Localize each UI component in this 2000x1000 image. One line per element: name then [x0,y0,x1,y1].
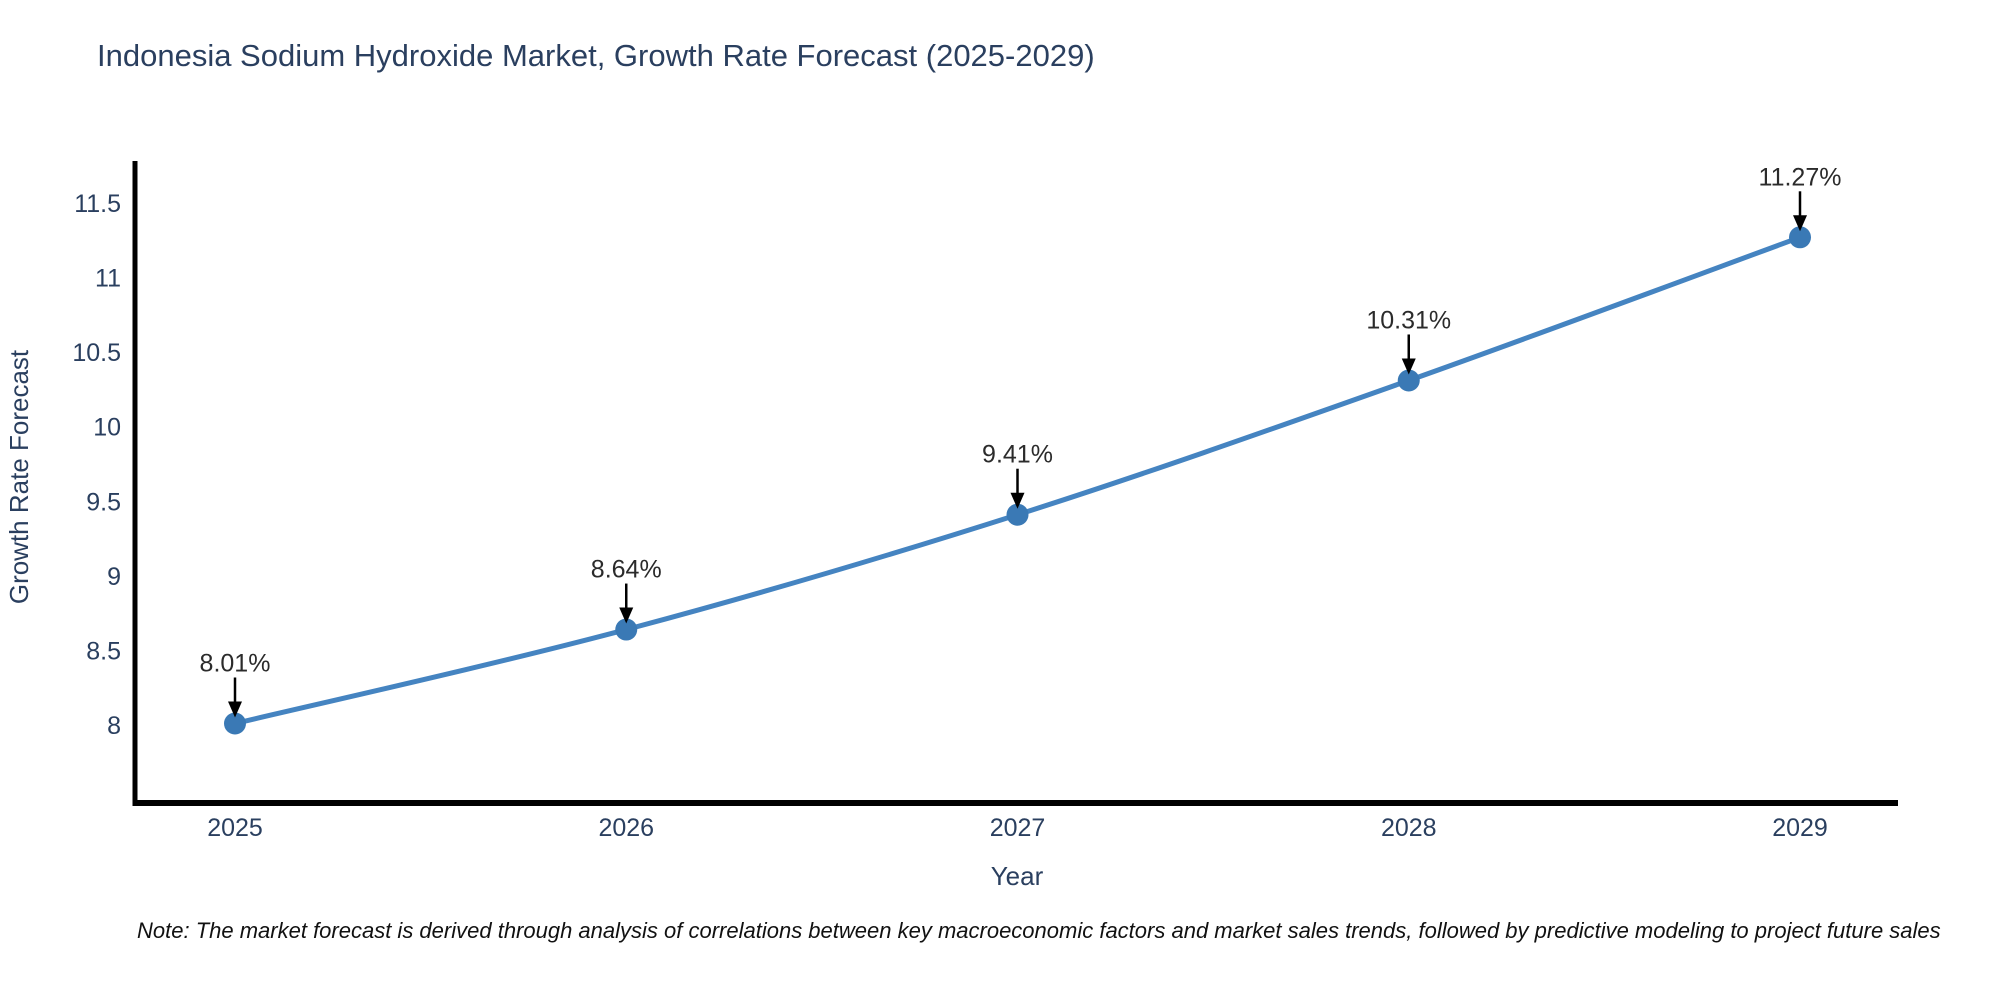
y-axis-tick-label: 11 [95,265,121,293]
x-axis-title: Year [991,861,1044,891]
annotation-arrow-head [1401,358,1416,375]
y-axis-tick-label: 10 [93,414,121,442]
data-point-marker [1397,369,1420,392]
y-axis-tick-label: 8.5 [86,637,121,665]
point-value-label: 10.31% [1366,306,1451,334]
data-point-marker [1789,226,1811,249]
annotation-arrow-head [1793,215,1807,232]
data-point-marker [1006,503,1029,526]
annotation-arrow-head [1010,492,1025,509]
y-axis-tick-label: 10.5 [72,339,121,367]
x-axis-tick-label: 2028 [1381,814,1437,842]
x-axis-tick-label: 2027 [990,814,1046,842]
point-value-label: 11.27% [1759,163,1842,191]
data-point-marker [224,712,246,735]
x-axis-tick-label: 2029 [1772,814,1828,842]
point-value-label: 8.64% [591,556,662,584]
y-axis-tick-label: 9.5 [86,488,121,516]
point-value-label: 8.01% [200,650,271,678]
y-axis-tick-label: 8 [107,712,121,740]
annotation-arrow-head [228,701,242,718]
point-value-label: 9.41% [982,441,1053,469]
footnote: Note: The market forecast is derived thr… [137,918,1941,943]
chart-title: Indonesia Sodium Hydroxide Market, Growt… [97,38,1095,73]
x-axis-tick-label: 2025 [207,814,263,842]
y-axis-title: Growth Rate Forecast [4,349,34,604]
y-axis-tick-label: 9 [107,563,121,591]
x-axis-tick-label: 2026 [598,814,654,842]
annotation-arrow-head [619,607,634,624]
y-axis-tick-label: 11.5 [74,190,121,218]
data-point-marker [615,618,638,641]
